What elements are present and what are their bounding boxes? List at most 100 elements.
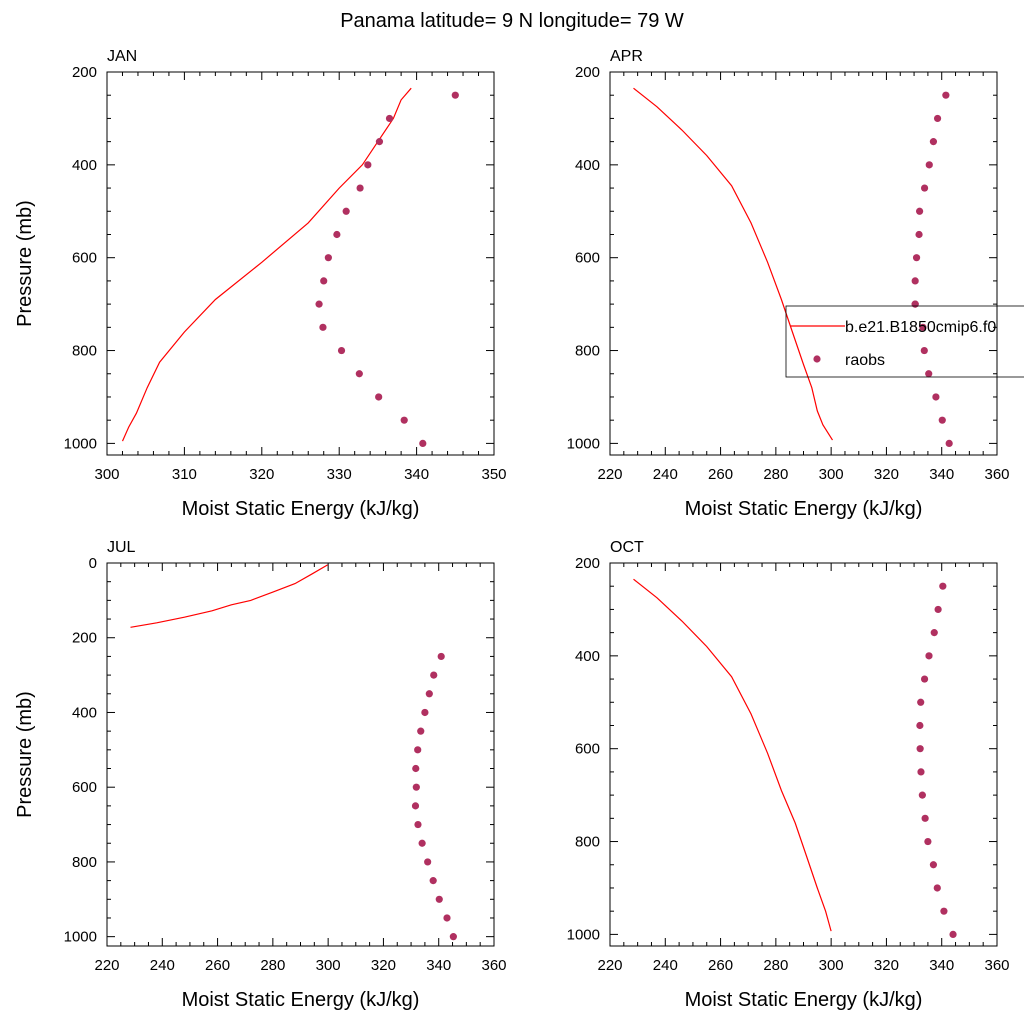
panel-jan-ytick-label: 1000 <box>64 435 97 452</box>
panel-oct-obs-point <box>939 582 947 590</box>
panel-apr-obs-point <box>942 91 950 99</box>
panel-oct-xlabel: Moist Static Energy (kJ/kg) <box>685 989 923 1011</box>
panel-jul-obs-point <box>449 933 457 941</box>
panel-oct-label: OCT <box>610 539 644 556</box>
panel-jul: JUL 220 240 260 280 300 320 340 360 0 200 400 600 800… <box>14 539 507 1011</box>
panel-oct-xtick-label: 240 <box>653 957 678 974</box>
panel-oct-xtick-label: 260 <box>708 957 733 974</box>
panel-apr-obs-point <box>945 439 953 447</box>
panel-jul-xtick-label: 320 <box>371 957 396 974</box>
panel-jul-ylabel: Pressure (mb) <box>14 691 36 818</box>
panel-jan-obs-point <box>319 323 327 331</box>
panel-apr-model-line <box>633 87 834 441</box>
panel-oct-model-line <box>633 578 832 932</box>
panel-oct-obs-point <box>917 698 925 706</box>
panel-jul-frame <box>106 562 495 947</box>
panel-apr-obs-point <box>915 230 923 239</box>
legend-entry-label: b.e21.B1850cmip6.f0 <box>845 319 996 336</box>
panel-jul-xtick-label: 280 <box>260 957 285 974</box>
panel-apr-ytick-label: 400 <box>575 157 600 174</box>
panel-apr-xtick-label: 280 <box>763 466 788 483</box>
panel-jul-xtick-label: 340 <box>426 957 451 974</box>
panel-apr-obs-point <box>925 161 933 169</box>
panel-apr-label: APR <box>610 48 643 65</box>
panel-jul-obs-point <box>424 858 432 866</box>
panel-jan-obs-point <box>419 439 427 447</box>
panel-oct-obs-point <box>933 884 941 892</box>
panel-apr-obs-point <box>912 254 921 262</box>
panel-jul-obs-point <box>411 802 420 810</box>
panel-jul-obs-point <box>412 764 420 773</box>
panel-apr-ytick-label: 1000 <box>567 435 600 452</box>
panel-oct-obs-point <box>920 675 929 683</box>
panel-jul-obs-point <box>417 727 425 735</box>
panel-oct-xtick-label: 300 <box>819 957 844 974</box>
panel-oct-obs-point <box>940 907 948 915</box>
panel-jul-ytick-label: 800 <box>72 854 97 871</box>
panel-jan-obs-point <box>375 138 384 146</box>
panel-apr-xtick-label: 360 <box>984 466 1009 483</box>
panel-jan-obs-point <box>333 230 341 239</box>
panel-jan-obs-point <box>385 114 394 123</box>
panel-jul-ytick-label: 400 <box>72 704 97 721</box>
panel-apr-obs-point <box>938 416 946 424</box>
panel-oct-obs-point <box>916 721 924 730</box>
panel-jan-model-line <box>121 87 412 442</box>
panel-apr-xtick-label: 340 <box>929 466 954 483</box>
panel-jul-obs-point <box>443 914 451 922</box>
panel-jan-ytick-label: 800 <box>72 343 97 360</box>
panel-jan-xtick-label: 350 <box>481 466 506 483</box>
panel-jul-label: JUL <box>107 539 136 556</box>
panel-oct-ytick-label: 200 <box>575 555 600 572</box>
panel-jan-obs-point <box>451 91 459 99</box>
panel-apr-obs-point <box>920 184 929 192</box>
panel-oct-obs-point <box>921 814 929 822</box>
panel-jan-obs-point <box>364 161 372 169</box>
panel-jul-xtick-label: 260 <box>205 957 230 974</box>
panel-jan-xtick-label: 310 <box>172 466 197 483</box>
panel-oct-obs-point <box>929 861 938 869</box>
panel-oct-obs-point <box>918 791 926 799</box>
panel-oct-obs-point <box>924 837 932 846</box>
panel-oct-obs-point <box>916 745 924 753</box>
panel-jul-ytick-label: 200 <box>72 630 97 647</box>
panel-jan-obs-point <box>342 207 350 215</box>
panel-oct: OCT 220 240 260 280 300 320 340 360 200 400 600 800 1… <box>567 539 1010 1011</box>
legend-marker-swatch <box>813 355 821 363</box>
panel-apr: APR 220 240 260 280 300 320 340 360 200 400 600 800 1… <box>567 48 1010 520</box>
panel-apr-ytick-label: 200 <box>575 64 600 81</box>
panel-jan-xtick-label: 340 <box>404 466 429 483</box>
panel-apr-obs-point <box>929 138 938 146</box>
panel-apr-ytick-label: 600 <box>575 250 600 267</box>
panel-apr-xtick-label: 300 <box>819 466 844 483</box>
panel-jul-obs-point <box>412 783 420 791</box>
panel-jul-model-line <box>130 564 328 628</box>
panel-jul-obs-point <box>429 877 437 885</box>
panel-jan: JAN 300 310 320 330 340 350 200 400 600 800 1000 Moi… <box>14 48 507 520</box>
panel-jan-xtick-label: 330 <box>327 466 352 483</box>
panel-apr-obs-point <box>911 300 919 308</box>
panel-oct-ytick-label: 1000 <box>567 926 600 943</box>
panel-jan-ylabel: Pressure (mb) <box>14 200 36 327</box>
panel-jul-obs-point <box>435 895 443 903</box>
panel-apr-xtick-label: 320 <box>874 466 899 483</box>
panel-jan-xtick-label: 300 <box>94 466 119 483</box>
panel-jul-xlabel: Moist Static Energy (kJ/kg) <box>182 989 420 1011</box>
panel-jul-ytick-label: 0 <box>89 555 97 572</box>
panel-jul-obs-point <box>425 690 433 698</box>
panel-jan-obs-point <box>315 300 323 308</box>
panel-jul-xtick-label: 220 <box>94 957 119 974</box>
panel-apr-xtick-label: 220 <box>597 466 622 483</box>
panel-jul-obs-point <box>421 708 429 717</box>
panel-jan-frame <box>106 71 495 456</box>
panel-jan-ytick-label: 200 <box>72 64 97 81</box>
panel-oct-xtick-label: 220 <box>597 957 622 974</box>
panel-oct-obs-point <box>934 605 942 614</box>
panel-apr-obs-point <box>933 114 942 123</box>
panel-oct-obs-point <box>917 768 925 776</box>
panel-oct-xtick-label: 340 <box>929 957 954 974</box>
panel-apr-obs-point <box>920 346 928 355</box>
panel-oct-ytick-label: 800 <box>575 834 600 851</box>
panel-apr-xtick-label: 260 <box>708 466 733 483</box>
